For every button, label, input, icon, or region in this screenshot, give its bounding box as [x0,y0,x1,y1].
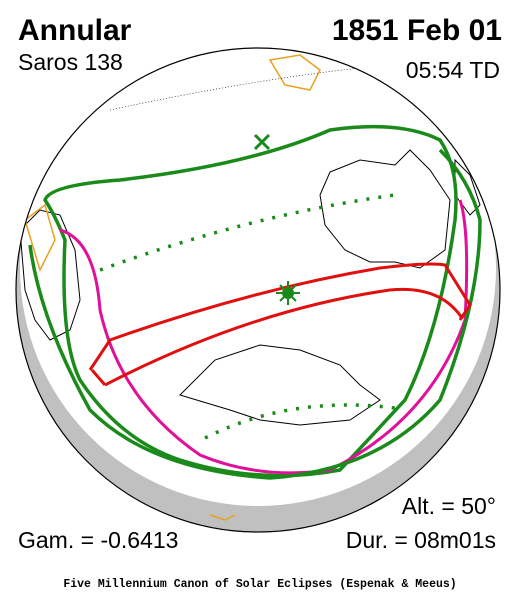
credit: Five Millennium Canon of Solar Eclipses … [63,578,456,591]
first-contact-marker [253,133,271,151]
greatest-eclipse-star [276,281,300,305]
magnitude-line [99,193,396,272]
globe [16,48,500,532]
magnitude-line [204,403,396,440]
saros: Saros 138 [18,49,123,75]
globe-outline [15,47,501,533]
coast-highlight [209,514,236,521]
eclipse-type: Annular [18,14,132,47]
africa [19,209,81,341]
antarctica [179,344,381,426]
date: 1851 Feb 01 [332,14,502,47]
altitude: Alt. = 50° [402,493,496,519]
umbral-north [88,262,472,371]
asia-coast [268,54,321,91]
duration: Dur. = 08m01s [346,527,496,553]
penumbral-limit [28,148,482,480]
day-side [20,48,496,506]
time: 05:54 TD [406,57,500,83]
umbral-south [90,287,464,387]
penumbral-limit [43,124,458,478]
australia [319,149,451,269]
gamma: Gam. = -0.6413 [18,527,178,553]
coast-highlight [24,203,56,273]
